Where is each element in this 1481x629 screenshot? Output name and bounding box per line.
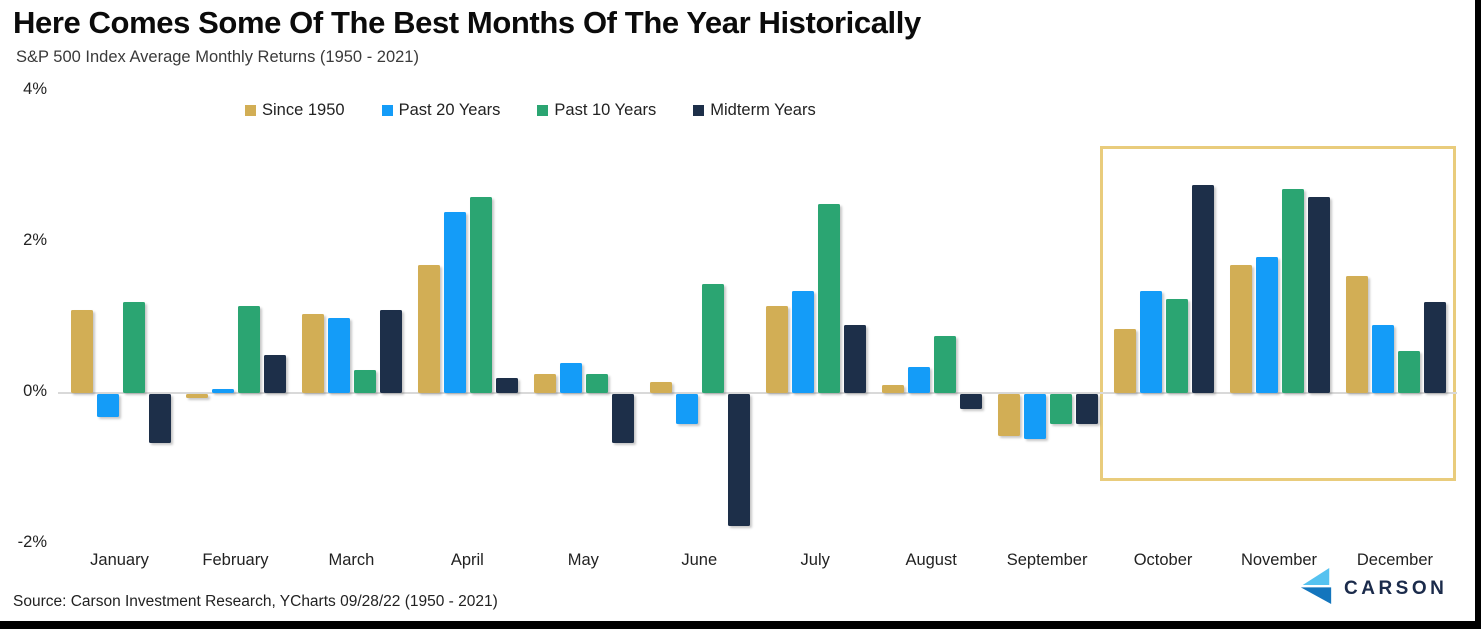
bar-august-past-10-years <box>934 336 957 393</box>
x-label-december: December <box>1356 551 1433 569</box>
bar-november-since-1950 <box>1230 264 1252 393</box>
brand-footer: CARSON <box>1298 568 1447 604</box>
legend-item-past-20-years: Past 20 Years <box>381 101 501 120</box>
legend-swatch-icon <box>693 105 705 116</box>
legend-label: Past 20 Years <box>398 101 501 119</box>
bar-march-since-1950 <box>302 313 325 393</box>
bar-december-past-10-years <box>1397 351 1420 393</box>
bar-september-midterm-years <box>1076 394 1099 425</box>
zero-axis-line <box>58 392 1457 394</box>
bar-march-past-20-years <box>328 317 351 393</box>
bar-july-past-20-years <box>792 291 815 393</box>
bar-december-past-20-years <box>1371 325 1394 393</box>
legend-swatch-icon <box>537 105 549 116</box>
chart-subtitle: S&P 500 Index Average Monthly Returns (1… <box>16 48 419 66</box>
bar-may-since-1950 <box>534 374 557 393</box>
bar-november-midterm-years <box>1308 196 1330 393</box>
legend-item-midterm-years: Midterm Years <box>693 101 816 120</box>
bar-june-midterm-years <box>728 394 751 527</box>
x-label-september: September <box>1006 551 1088 569</box>
x-label-july: July <box>800 551 830 569</box>
x-label-august: August <box>905 551 957 569</box>
bar-january-midterm-years <box>148 394 171 444</box>
bar-february-past-20-years <box>212 389 235 393</box>
x-label-may: May <box>567 551 599 569</box>
bar-september-past-10-years <box>1050 394 1073 425</box>
bar-may-midterm-years <box>612 394 635 444</box>
source-note: Source: Carson Investment Research, YCha… <box>13 593 498 610</box>
bar-august-since-1950 <box>882 385 905 393</box>
bar-march-past-10-years <box>354 370 377 393</box>
bar-october-past-20-years <box>1140 291 1163 393</box>
bar-november-past-10-years <box>1282 189 1304 393</box>
bar-june-past-10-years <box>702 283 725 393</box>
y-tick--2pct: -2% <box>17 533 47 551</box>
bar-august-midterm-years <box>960 394 983 410</box>
bar-february-past-10-years <box>238 306 261 393</box>
legend-item-since-1950: Since 1950 <box>245 101 345 120</box>
brand-name: CARSON <box>1344 578 1448 599</box>
x-label-november: November <box>1240 551 1318 569</box>
carson-chevron-logo-icon <box>1300 568 1332 604</box>
bar-april-since-1950 <box>418 264 441 393</box>
x-label-october: October <box>1133 551 1193 569</box>
x-label-march: March <box>328 551 375 569</box>
legend-item-past-10-years: Past 10 Years <box>537 101 656 120</box>
screenshot-right-border <box>1475 0 1481 629</box>
x-label-january: January <box>90 551 149 569</box>
bar-march-midterm-years <box>380 309 403 393</box>
bar-april-past-10-years <box>470 196 493 393</box>
bar-june-past-20-years <box>676 394 699 425</box>
bar-october-past-10-years <box>1166 298 1189 393</box>
bar-january-since-1950 <box>70 309 93 393</box>
bar-july-since-1950 <box>766 306 789 393</box>
bar-january-past-10-years <box>122 302 145 393</box>
bar-october-since-1950 <box>1114 328 1137 393</box>
bar-august-past-20-years <box>908 366 931 393</box>
screenshot-bottom-border <box>0 621 1481 629</box>
bar-april-midterm-years <box>496 377 519 393</box>
bar-september-since-1950 <box>998 394 1021 436</box>
bar-may-past-20-years <box>560 362 583 393</box>
bar-july-midterm-years <box>844 325 867 393</box>
bar-january-past-20-years <box>96 394 119 417</box>
y-tick-4pct: 4% <box>23 80 47 98</box>
bar-october-midterm-years <box>1192 185 1215 393</box>
bar-february-midterm-years <box>264 355 287 393</box>
highlight-box-oct-nov-dec <box>1100 146 1456 481</box>
bar-september-past-20-years <box>1024 394 1047 440</box>
x-label-february: February <box>202 551 269 569</box>
bar-november-past-20-years <box>1256 257 1278 393</box>
legend-label: Past 10 Years <box>554 101 657 119</box>
bar-february-since-1950 <box>186 394 209 398</box>
x-label-june: June <box>681 551 718 569</box>
legend-swatch-icon <box>381 105 393 116</box>
page-title: Here Comes Some Of The Best Months Of Th… <box>13 5 921 40</box>
legend-label: Since 1950 <box>262 101 345 119</box>
bar-december-since-1950 <box>1345 275 1368 393</box>
legend-label: Midterm Years <box>710 101 816 119</box>
legend: Since 1950 Past 20 Years Past 10 Years Midt… <box>245 101 816 120</box>
x-label-april: April <box>450 551 484 569</box>
bar-december-midterm-years <box>1423 302 1446 393</box>
bar-may-past-10-years <box>586 374 609 393</box>
bar-june-since-1950 <box>650 381 673 393</box>
y-tick-2pct: 2% <box>23 231 47 249</box>
bar-april-past-20-years <box>444 211 467 393</box>
y-tick-0pct: 0% <box>23 382 47 400</box>
bar-july-past-10-years <box>818 204 841 393</box>
legend-swatch-icon <box>245 105 256 116</box>
